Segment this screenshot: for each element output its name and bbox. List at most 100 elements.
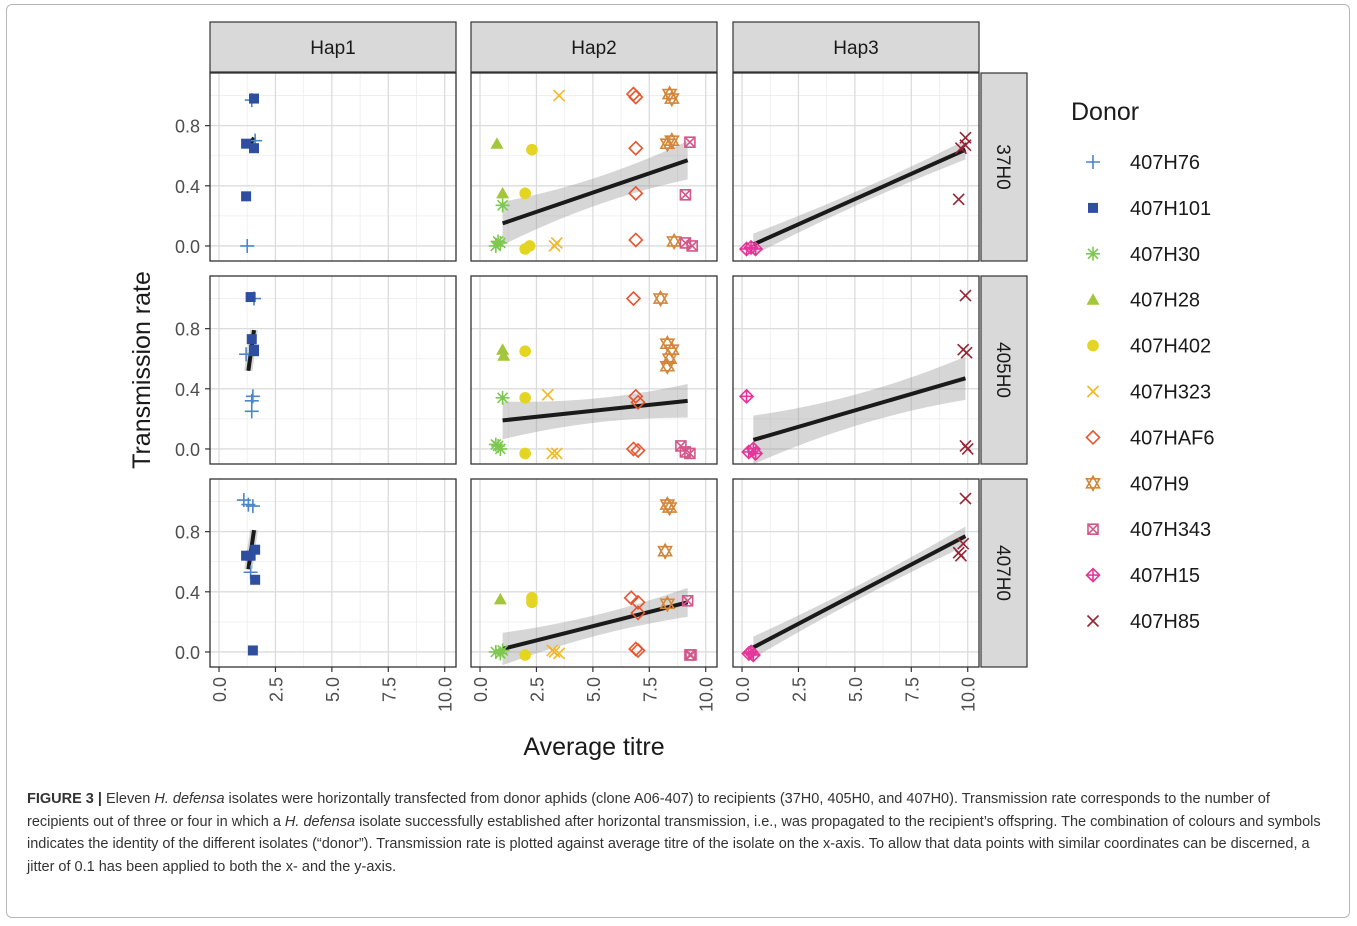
legend: Donor 407H76 407H101 407H30 407H28 407H402 407…: [1071, 98, 1215, 633]
point-407h101: [241, 138, 252, 149]
point-407h101: [250, 544, 261, 555]
facet-label: 407H0: [992, 545, 1013, 601]
panel-data-37H0-Hap1: [240, 93, 263, 253]
x-tick-label: 2.5: [527, 677, 547, 702]
x-axis-title: Average titre: [523, 733, 664, 761]
point-407haf6: [630, 394, 646, 410]
figure-caption: FIGURE 3 | Eleven H. defensa isolates we…: [27, 788, 1327, 878]
point-407h9: [659, 357, 676, 375]
point-407h101: [250, 574, 261, 585]
point-407h101: [245, 550, 256, 561]
point-407h101: [241, 191, 252, 202]
legend-item-407h343: 407H343: [1087, 519, 1211, 541]
point-407haf6: [628, 140, 644, 156]
point-407h76: [245, 499, 260, 514]
legend-item-407haf6: 407HAF6: [1085, 427, 1215, 449]
facet-label: 37H0: [992, 144, 1013, 189]
legend-key: [1086, 155, 1100, 169]
point-407h402: [519, 447, 531, 460]
y-tick-label: 0.8: [175, 320, 200, 340]
x-tick-label: 5.0: [323, 677, 343, 702]
point-407haf6: [625, 290, 642, 307]
legend-key: [1086, 385, 1100, 398]
point-407h402: [519, 187, 531, 200]
point-407h402: [519, 392, 531, 404]
panel-background: [733, 73, 979, 261]
y-tick-label: 0.4: [175, 380, 200, 400]
y-tick-label: 0.4: [175, 177, 200, 197]
point-407h85: [959, 289, 972, 302]
legend-item-407h28: 407H28: [1086, 290, 1200, 312]
point-407h402: [526, 143, 538, 156]
facet-strip-405h0: [980, 275, 1028, 465]
x-tick-label: 0.0: [733, 677, 753, 702]
y-tick-label: 0.0: [175, 440, 200, 460]
panel-border: [209, 275, 457, 465]
point-407h9: [661, 498, 678, 517]
point-407h9: [663, 89, 680, 108]
legend-title: Donor: [1071, 98, 1139, 126]
point-407h9: [652, 289, 669, 308]
point-407h101: [249, 93, 260, 104]
facet-label: Hap2: [571, 38, 616, 59]
point-407h76: [240, 238, 255, 253]
x-tick-label: 7.5: [902, 677, 922, 702]
legend-key: [1087, 339, 1099, 352]
point-407h28: [496, 186, 510, 199]
point-407h28: [497, 349, 511, 361]
legend-key: [1088, 202, 1098, 213]
panel-405H0-Hap1: [210, 276, 456, 464]
legend-item-407h85: 407H85: [1086, 611, 1200, 633]
panel-37H0-Hap2: [471, 73, 717, 261]
point-407h402: [519, 649, 531, 661]
point-407h85: [952, 193, 965, 206]
point-407h15: [747, 241, 764, 257]
point-407h85: [957, 537, 970, 550]
panel-background: [210, 276, 456, 464]
x-tick-label: 2.5: [266, 677, 286, 702]
point-407h101: [245, 292, 256, 303]
regression-line: [752, 534, 967, 650]
panel-data-405H0-Hap3: [738, 289, 974, 465]
point-407h9: [659, 595, 676, 613]
point-407haf6: [630, 605, 646, 621]
legend-label: 407H323: [1130, 382, 1211, 404]
panel-data-407H0-Hap2: [488, 495, 697, 666]
legend-label: 407H101: [1130, 198, 1211, 220]
point-407h343: [684, 136, 696, 148]
y-tick-label: 0.8: [175, 117, 200, 137]
x-tick-label: 10.0: [436, 677, 456, 712]
legend-label: 407H9: [1130, 473, 1189, 495]
caption-text: Eleven H. defensa isolates were horizont…: [27, 791, 1321, 875]
point-407h402: [523, 240, 536, 252]
legend-label: 407H85: [1130, 611, 1200, 633]
legend-item-407h323: 407H323: [1086, 382, 1211, 404]
point-407h28: [493, 592, 507, 605]
panel-background: [471, 73, 717, 261]
x-tick-label: 7.5: [640, 677, 660, 702]
point-407h85: [960, 346, 973, 359]
point-407h28: [490, 137, 504, 149]
legend-key: [1085, 474, 1101, 492]
point-407h30: [495, 643, 510, 658]
legend-key: [1085, 429, 1101, 446]
panel-border: [732, 275, 980, 465]
point-407h402: [526, 596, 538, 609]
point-407haf6: [628, 89, 644, 105]
point-407h101: [249, 346, 260, 357]
legend-label: 407H343: [1130, 519, 1211, 541]
point-407h30: [495, 390, 510, 405]
point-407h9: [666, 232, 682, 251]
legend-label: 407H15: [1130, 565, 1200, 587]
point-407h323: [552, 89, 566, 102]
facet-strip-hap3: [732, 21, 980, 73]
y-tick-label: 0.0: [175, 237, 200, 257]
point-407h101: [246, 334, 257, 345]
y-tick-label: 0.4: [175, 583, 200, 603]
panel-data-407H0-Hap1: [236, 493, 261, 656]
panel-37H0-Hap3: [733, 73, 979, 261]
x-tick-label: 0.0: [471, 677, 491, 702]
point-407h30: [491, 234, 506, 249]
point-407h76: [244, 404, 259, 419]
facet-strip-407h0: [980, 478, 1028, 668]
